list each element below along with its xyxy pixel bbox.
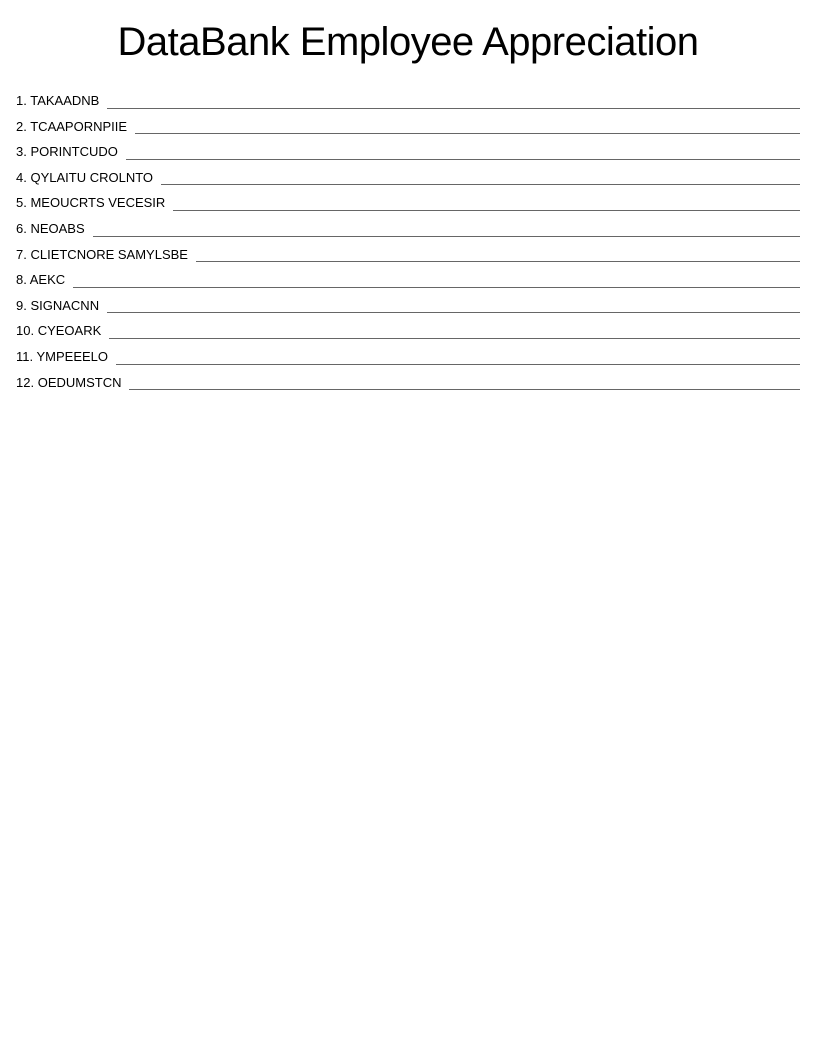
answer-line (173, 199, 800, 211)
list-item: 6. NEOABS (16, 221, 800, 237)
answer-line (161, 173, 800, 185)
answer-line (116, 353, 800, 365)
answer-line (135, 122, 800, 134)
answer-line (93, 225, 800, 237)
page-title: DataBank Employee Appreciation (16, 20, 800, 65)
list-item: 1. TAKAADNB (16, 93, 800, 109)
item-label: 8. AEKC (16, 272, 73, 288)
answer-line (107, 301, 800, 313)
list-item: 11. YMPEEELO (16, 349, 800, 365)
item-label: 12. OEDUMSTCN (16, 375, 129, 391)
answer-line (196, 250, 800, 262)
answer-line (129, 378, 800, 390)
item-label: 4. QYLAITU CROLNTO (16, 170, 161, 186)
item-label: 9. SIGNACNN (16, 298, 107, 314)
item-label: 2. TCAAPORNPIIE (16, 119, 135, 135)
item-label: 6. NEOABS (16, 221, 93, 237)
answer-line (73, 276, 800, 288)
list-item: 12. OEDUMSTCN (16, 375, 800, 391)
list-item: 8. AEKC (16, 272, 800, 288)
item-label: 7. CLIETCNORE SAMYLSBE (16, 247, 196, 263)
list-item: 9. SIGNACNN (16, 298, 800, 314)
item-label: 3. PORINTCUDO (16, 144, 126, 160)
answer-line (107, 97, 800, 109)
list-item: 10. CYEOARK (16, 323, 800, 339)
item-label: 10. CYEOARK (16, 323, 109, 339)
list-item: 7. CLIETCNORE SAMYLSBE (16, 247, 800, 263)
item-label: 5. MEOUCRTS VECESIR (16, 195, 173, 211)
answer-line (109, 327, 800, 339)
item-label: 11. YMPEEELO (16, 349, 116, 365)
word-list: 1. TAKAADNB 2. TCAAPORNPIIE 3. PORINTCUD… (16, 93, 800, 390)
list-item: 4. QYLAITU CROLNTO (16, 170, 800, 186)
item-label: 1. TAKAADNB (16, 93, 107, 109)
list-item: 3. PORINTCUDO (16, 144, 800, 160)
answer-line (126, 148, 800, 160)
list-item: 5. MEOUCRTS VECESIR (16, 195, 800, 211)
list-item: 2. TCAAPORNPIIE (16, 119, 800, 135)
